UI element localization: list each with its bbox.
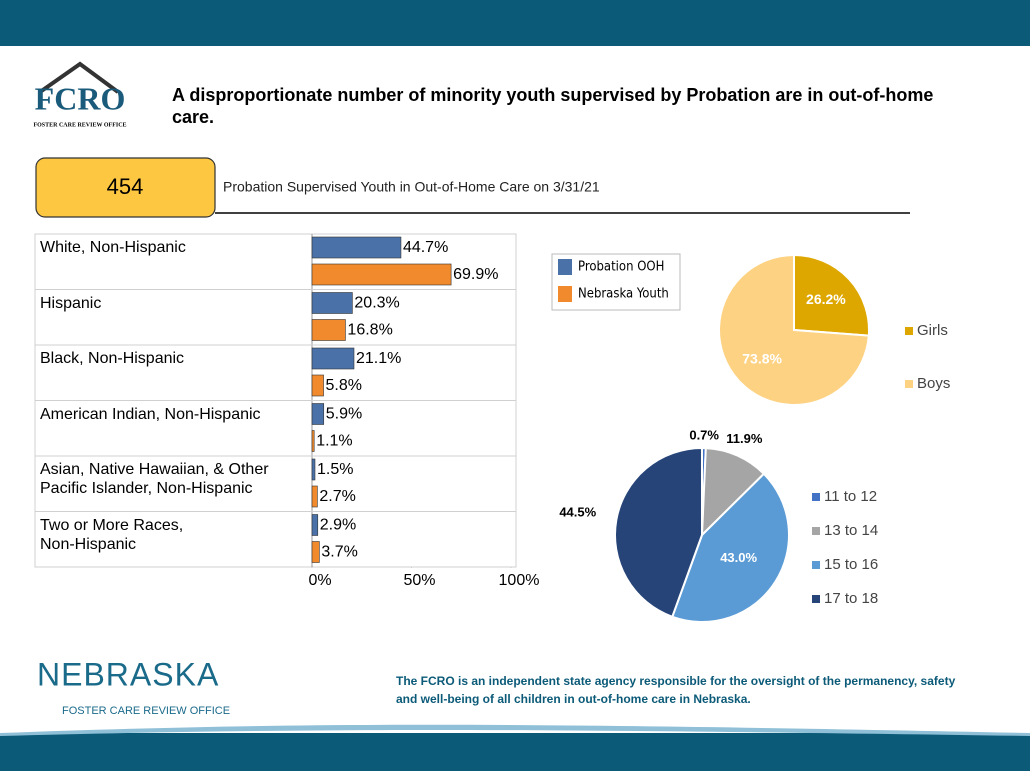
pie-slice bbox=[793, 253, 870, 337]
bottom-band bbox=[0, 733, 1030, 771]
legend-label: 13 to 14 bbox=[824, 522, 878, 539]
legend-swatch bbox=[558, 286, 572, 302]
bar bbox=[311, 263, 452, 286]
highlight-box bbox=[35, 157, 216, 218]
value-label: 5.9% bbox=[326, 406, 362, 423]
pie-slice bbox=[671, 472, 790, 623]
top-band bbox=[0, 0, 1030, 46]
x-tick-label: 50% bbox=[403, 572, 435, 589]
legend-label: 17 to 18 bbox=[824, 590, 878, 607]
value-label: 0.7% bbox=[689, 427, 719, 442]
value-label: 43.0% bbox=[720, 550, 757, 565]
bar bbox=[311, 292, 353, 314]
legend-label: 11 to 12 bbox=[824, 488, 877, 505]
logo-roof bbox=[38, 61, 120, 94]
legend-label: Girls bbox=[917, 322, 948, 339]
value-label: 26.2% bbox=[806, 291, 846, 307]
value-label: 2.7% bbox=[319, 488, 355, 505]
pie-slice bbox=[718, 253, 870, 406]
value-label: 2.9% bbox=[320, 517, 356, 534]
legend-swatch bbox=[812, 561, 820, 569]
value-label: 44.7% bbox=[403, 239, 448, 256]
x-tick-label: 100% bbox=[499, 572, 540, 589]
legend-swatch bbox=[812, 527, 820, 535]
bar bbox=[311, 374, 324, 397]
legend-swatch bbox=[905, 327, 913, 335]
bar bbox=[311, 430, 315, 452]
value-label: 5.8% bbox=[326, 377, 362, 394]
highlight-label: Probation Supervised Youth in Out-of-Hom… bbox=[223, 179, 600, 195]
bar bbox=[311, 541, 320, 563]
value-label: 16.8% bbox=[347, 322, 392, 339]
value-label: 21.1% bbox=[356, 350, 401, 367]
category-label: American Indian, Non-Hispanic bbox=[40, 405, 261, 423]
legend-label: Probation OOH bbox=[578, 260, 664, 275]
bar bbox=[311, 485, 318, 508]
value-label: 11.9% bbox=[726, 431, 763, 446]
pie-slice bbox=[614, 446, 703, 619]
bar bbox=[311, 458, 316, 481]
bar bbox=[311, 347, 355, 370]
category-label: Black, Non-Hispanic bbox=[40, 350, 185, 367]
highlight-number: 454 bbox=[107, 174, 144, 199]
value-label: 1.5% bbox=[317, 461, 353, 478]
legend-swatch bbox=[812, 595, 820, 603]
logo-sub: FOSTER CARE REVIEW OFFICE bbox=[33, 122, 126, 128]
logo: FCRO bbox=[35, 80, 126, 116]
value-label: 3.7% bbox=[321, 544, 357, 561]
legend-label: Boys bbox=[917, 375, 950, 392]
legend-label: Nebraska Youth bbox=[578, 287, 669, 302]
bar bbox=[311, 514, 319, 536]
value-label: 73.8% bbox=[742, 350, 782, 366]
footer-note: The FCRO is an independent state agency … bbox=[396, 674, 956, 706]
title: A disproportionate number of minority yo… bbox=[172, 85, 934, 127]
value-label: 69.9% bbox=[453, 266, 498, 283]
category-label: Asian, Native Hawaiian, & Other Pacific … bbox=[40, 461, 269, 497]
category-label: White, Non-Hispanic bbox=[40, 239, 186, 256]
brand: NEBRASKA bbox=[37, 656, 219, 692]
x-tick-label: 0% bbox=[308, 572, 331, 589]
bar bbox=[311, 319, 346, 341]
brand-sub: FOSTER CARE REVIEW OFFICE bbox=[62, 705, 230, 717]
value-label: 20.3% bbox=[354, 295, 399, 312]
wave bbox=[0, 724, 1030, 736]
bar bbox=[311, 236, 402, 259]
legend-swatch bbox=[812, 493, 820, 501]
value-label: 1.1% bbox=[316, 433, 352, 450]
category-label: Hispanic bbox=[40, 294, 102, 312]
legend-label: 15 to 16 bbox=[824, 556, 878, 573]
legend-swatch bbox=[558, 259, 572, 275]
value-label: 44.5% bbox=[559, 505, 596, 520]
legend-box bbox=[551, 253, 681, 311]
legend-swatch bbox=[905, 380, 913, 388]
bar bbox=[311, 403, 325, 425]
pie-slice bbox=[700, 447, 766, 538]
category-label: Two or More Races, Non-Hispanic bbox=[40, 516, 184, 553]
